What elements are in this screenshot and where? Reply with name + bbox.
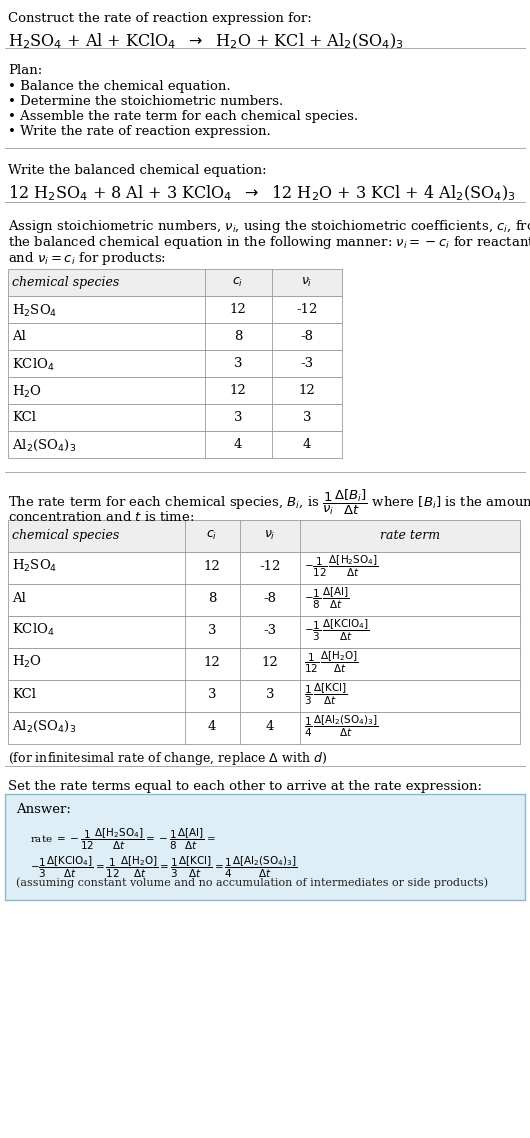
Bar [8, 431, 342, 457]
Text: 12: 12 [298, 384, 315, 397]
Text: the balanced chemical equation in the following manner: $\nu_i = -c_i$ for react: the balanced chemical equation in the fo… [8, 234, 530, 251]
Text: • Assemble the rate term for each chemical species.: • Assemble the rate term for each chemic… [8, 110, 358, 123]
Text: $-\dfrac{1}{12}\,\dfrac{\Delta[\mathrm{H_2SO_4}]}{\Delta t}$: $-\dfrac{1}{12}\,\dfrac{\Delta[\mathrm{H… [304, 553, 378, 578]
Text: H$_2$SO$_4$: H$_2$SO$_4$ [12, 303, 57, 319]
Bar [8, 712, 520, 744]
Text: • Balance the chemical equation.: • Balance the chemical equation. [8, 80, 231, 93]
Bar [8, 296, 342, 323]
Bar [8, 681, 520, 712]
Text: Al$_2$(SO$_4$)$_3$: Al$_2$(SO$_4$)$_3$ [12, 718, 76, 734]
Text: Write the balanced chemical equation:: Write the balanced chemical equation: [8, 164, 267, 178]
Text: KCl: KCl [12, 411, 36, 424]
Text: (assuming constant volume and no accumulation of intermediates or side products): (assuming constant volume and no accumul… [16, 877, 488, 888]
Text: 4: 4 [234, 438, 242, 451]
Text: rate $= -\dfrac{1}{12}\dfrac{\Delta[\mathrm{H_2SO_4}]}{\Delta t} = -\dfrac{1}{8}: rate $= -\dfrac{1}{12}\dfrac{\Delta[\mat… [30, 827, 217, 852]
Text: $\dfrac{1}{4}\,\dfrac{\Delta[\mathrm{Al_2(SO_4)_3}]}{\Delta t}$: $\dfrac{1}{4}\,\dfrac{\Delta[\mathrm{Al_… [304, 714, 378, 739]
Text: 8: 8 [208, 592, 216, 604]
Text: chemical species: chemical species [12, 277, 119, 289]
Text: 12: 12 [262, 655, 278, 668]
Text: 4: 4 [208, 719, 216, 733]
Text: 8: 8 [234, 330, 242, 343]
Text: Assign stoichiometric numbers, $\nu_i$, using the stoichiometric coefficients, $: Assign stoichiometric numbers, $\nu_i$, … [8, 218, 530, 236]
Text: 4: 4 [266, 719, 274, 733]
Text: H$_2$O: H$_2$O [12, 654, 42, 670]
Bar [8, 269, 342, 296]
Bar [8, 351, 342, 377]
Text: H$_2$SO$_4$: H$_2$SO$_4$ [12, 558, 57, 574]
Text: 12: 12 [229, 384, 246, 397]
Text: concentration and $t$ is time:: concentration and $t$ is time: [8, 510, 195, 523]
Bar [8, 404, 342, 431]
Bar [8, 552, 520, 584]
Text: $-\dfrac{1}{3}\,\dfrac{\Delta[\mathrm{KClO_4}]}{\Delta t}$: $-\dfrac{1}{3}\,\dfrac{\Delta[\mathrm{KC… [304, 618, 369, 643]
Text: rate term: rate term [380, 529, 440, 542]
Text: H$_2$SO$_4$ + Al + KClO$_4$  $\rightarrow$  H$_2$O + KCl + Al$_2$(SO$_4$)$_3$: H$_2$SO$_4$ + Al + KClO$_4$ $\rightarrow… [8, 32, 404, 51]
Text: -12: -12 [259, 560, 281, 572]
Text: 3: 3 [303, 411, 311, 424]
Bar [8, 520, 520, 552]
Text: KCl: KCl [12, 687, 36, 701]
Bar [8, 648, 520, 681]
Text: $-\dfrac{1}{3}\dfrac{\Delta[\mathrm{KClO_4}]}{\Delta t} = \dfrac{1}{12}\dfrac{\D: $-\dfrac{1}{3}\dfrac{\Delta[\mathrm{KClO… [30, 855, 298, 881]
Text: • Write the rate of reaction expression.: • Write the rate of reaction expression. [8, 125, 271, 138]
Text: Al$_2$(SO$_4$)$_3$: Al$_2$(SO$_4$)$_3$ [12, 438, 76, 453]
Text: KClO$_4$: KClO$_4$ [12, 357, 55, 373]
Text: $c_i$: $c_i$ [232, 277, 244, 289]
Text: -8: -8 [301, 330, 314, 343]
Text: $\nu_i$: $\nu_i$ [264, 529, 276, 542]
Text: KClO$_4$: KClO$_4$ [12, 622, 55, 638]
Text: 3: 3 [208, 624, 216, 636]
Text: Al: Al [12, 330, 26, 343]
Text: (for infinitesimal rate of change, replace $\Delta$ with $d$): (for infinitesimal rate of change, repla… [8, 750, 327, 767]
Bar [8, 323, 342, 351]
Bar [8, 377, 342, 404]
Text: 4: 4 [303, 438, 311, 451]
Bar [8, 584, 520, 616]
Bar [8, 616, 520, 648]
Text: • Determine the stoichiometric numbers.: • Determine the stoichiometric numbers. [8, 94, 283, 108]
Text: The rate term for each chemical species, $B_i$, is $\dfrac{1}{\nu_i}\dfrac{\Delt: The rate term for each chemical species,… [8, 488, 530, 518]
Text: 12 H$_2$SO$_4$ + 8 Al + 3 KClO$_4$  $\rightarrow$  12 H$_2$O + 3 KCl + 4 Al$_2$(: 12 H$_2$SO$_4$ + 8 Al + 3 KClO$_4$ $\rig… [8, 184, 516, 204]
Text: $\dfrac{1}{3}\,\dfrac{\Delta[\mathrm{KCl}]}{\Delta t}$: $\dfrac{1}{3}\,\dfrac{\Delta[\mathrm{KCl… [304, 682, 348, 707]
Text: 3: 3 [208, 687, 216, 701]
Text: H$_2$O: H$_2$O [12, 384, 42, 401]
Text: $\dfrac{1}{12}\,\dfrac{\Delta[\mathrm{H_2O}]}{\Delta t}$: $\dfrac{1}{12}\,\dfrac{\Delta[\mathrm{H_… [304, 650, 358, 675]
Text: Al: Al [12, 592, 26, 604]
FancyBboxPatch shape [5, 794, 525, 900]
Text: 12: 12 [204, 560, 220, 572]
Text: -3: -3 [301, 357, 314, 370]
Text: 12: 12 [204, 655, 220, 668]
Text: $c_i$: $c_i$ [206, 529, 218, 542]
Text: Set the rate terms equal to each other to arrive at the rate expression:: Set the rate terms equal to each other t… [8, 780, 482, 793]
Text: and $\nu_i = c_i$ for products:: and $\nu_i = c_i$ for products: [8, 250, 166, 267]
Text: Construct the rate of reaction expression for:: Construct the rate of reaction expressio… [8, 13, 312, 25]
Text: -8: -8 [263, 592, 277, 604]
Text: $\nu_i$: $\nu_i$ [302, 277, 313, 289]
Text: -3: -3 [263, 624, 277, 636]
Text: -12: -12 [296, 303, 317, 316]
Text: 3: 3 [234, 411, 242, 424]
Text: 3: 3 [234, 357, 242, 370]
Text: Plan:: Plan: [8, 64, 42, 77]
Text: $-\dfrac{1}{8}\,\dfrac{\Delta[\mathrm{Al}]}{\Delta t}$: $-\dfrac{1}{8}\,\dfrac{\Delta[\mathrm{Al… [304, 585, 349, 611]
Text: chemical species: chemical species [12, 529, 119, 542]
Text: 3: 3 [266, 687, 274, 701]
Text: Answer:: Answer: [16, 803, 71, 816]
Text: 12: 12 [229, 303, 246, 316]
